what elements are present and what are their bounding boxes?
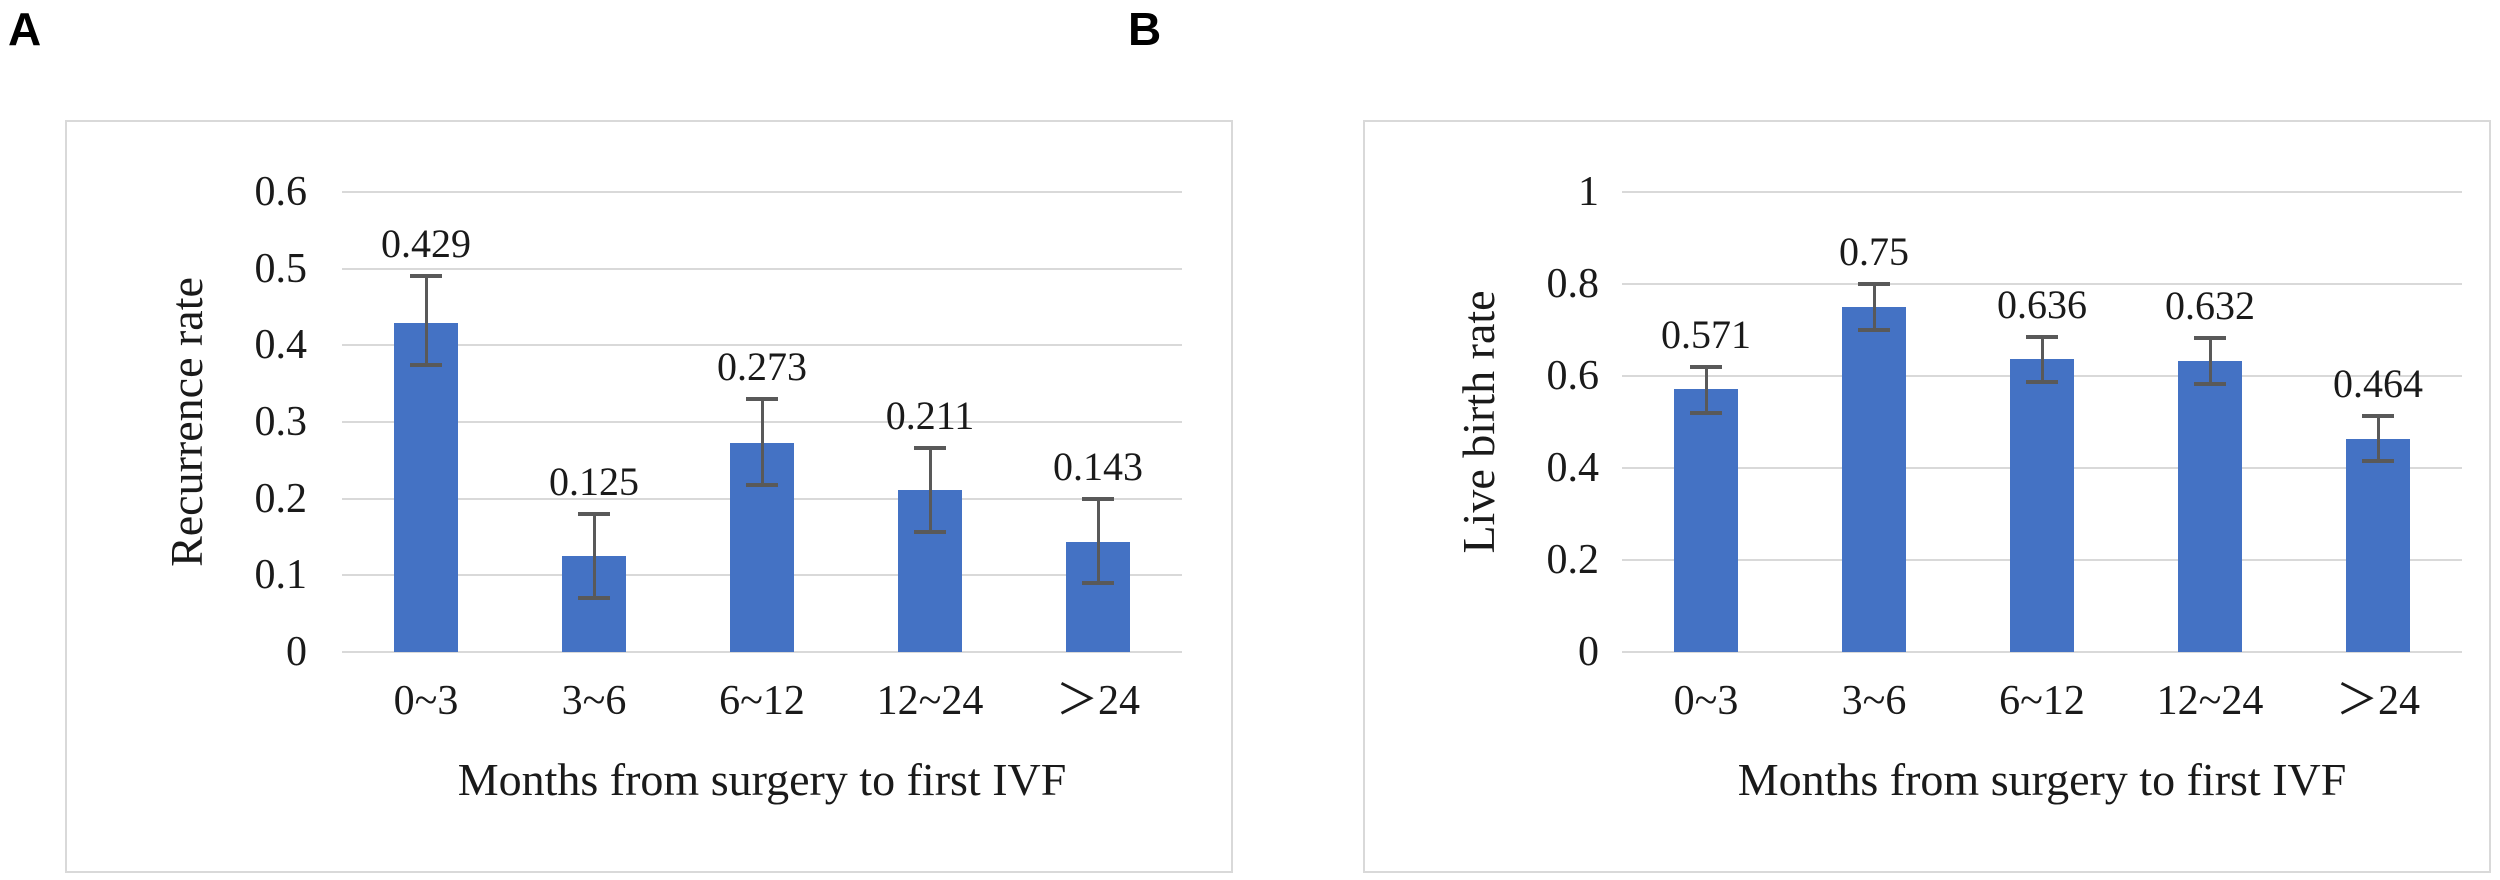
data-label-0.273: 0.273 bbox=[717, 344, 807, 389]
chart-live-birth-rate: 0 0.2 0.4 0.6 0.8 1 Live birth rate 0.571 0~3 0.7… bbox=[1363, 120, 2491, 873]
data-label-0.429: 0.429 bbox=[381, 221, 471, 267]
error-bar-cap-bottom bbox=[914, 530, 946, 535]
y-tick-label-0: 0 bbox=[286, 629, 307, 675]
error-bar-cap-bottom bbox=[746, 482, 778, 487]
gridline-y-0.6 bbox=[342, 191, 1182, 193]
x-tick-label-＞24: ＞24 bbox=[1055, 678, 1141, 724]
error-bar-line bbox=[760, 399, 764, 485]
y-tick-label-0.4: 0.4 bbox=[1546, 445, 1600, 491]
error-bar-line bbox=[2208, 338, 2212, 385]
bar-＞24 bbox=[2346, 438, 2410, 652]
gridline-y-0.8 bbox=[1622, 283, 2462, 285]
y-tick-label-0.8: 0.8 bbox=[1546, 261, 1600, 307]
x-tick-label-0~3: 0~3 bbox=[393, 678, 459, 724]
error-bar-cap-bottom bbox=[2362, 458, 2394, 463]
error-bar-cap-top bbox=[746, 397, 778, 401]
x-tick-label-3~6: 3~6 bbox=[561, 678, 627, 724]
error-bar-cap-bottom bbox=[2194, 382, 2226, 387]
y-tick-label-1: 1 bbox=[1578, 169, 1599, 215]
x-tick-label-0~3: 0~3 bbox=[1673, 678, 1739, 724]
error-bar-line bbox=[928, 448, 932, 533]
y-tick-label-0.5: 0.5 bbox=[254, 245, 308, 292]
x-tick-label-＞24: ＞24 bbox=[2335, 678, 2421, 724]
data-label-0.75: 0.75 bbox=[1839, 229, 1909, 274]
chart-recurrence-rate: 0 0.1 0.2 0.3 0.4 0.5 0.6 Recurrence rate 0.429 0… bbox=[65, 120, 1233, 873]
y-tick-label-0.4: 0.4 bbox=[254, 322, 308, 369]
error-bar-cap-top bbox=[2194, 336, 2226, 341]
error-bar-cap-top bbox=[1690, 364, 1722, 369]
panel-label-b: B bbox=[1128, 3, 1162, 55]
x-tick-label-3~6: 3~6 bbox=[1841, 678, 1907, 724]
error-bar-line bbox=[2376, 416, 2380, 461]
bar-6~12 bbox=[2010, 359, 2074, 652]
data-label-0.571: 0.571 bbox=[1661, 311, 1751, 357]
gridline-y-1 bbox=[1622, 191, 2462, 193]
data-label-0.632: 0.632 bbox=[2165, 283, 2255, 329]
error-bar-line bbox=[1704, 366, 1708, 413]
bar-3~6 bbox=[1842, 307, 1906, 652]
gridline-y-0 bbox=[1622, 651, 2462, 653]
y-tick-label-0: 0 bbox=[1578, 629, 1599, 675]
y-tick-label-0.1: 0.1 bbox=[254, 552, 308, 599]
error-bar-line bbox=[592, 514, 596, 599]
gridline-y-0 bbox=[342, 651, 1182, 653]
error-bar-cap-top bbox=[914, 446, 946, 451]
error-bar-line bbox=[424, 276, 428, 365]
gridline-y-0.5 bbox=[342, 267, 1182, 270]
y-tick-label-0.3: 0.3 bbox=[254, 399, 308, 445]
error-bar-cap-bottom bbox=[1690, 410, 1722, 415]
y-tick-label-0.2: 0.2 bbox=[254, 475, 308, 522]
x-tick-label-6~12: 6~12 bbox=[1999, 678, 2085, 724]
error-bar-cap-bottom bbox=[1082, 581, 1114, 585]
error-bar-cap-top bbox=[2026, 335, 2058, 340]
y-tick-label-0.2: 0.2 bbox=[1546, 537, 1600, 583]
data-label-0.211: 0.211 bbox=[885, 393, 975, 439]
error-bar-line bbox=[1872, 284, 1876, 330]
x-tick-label-12~24: 12~24 bbox=[2156, 678, 2264, 724]
bar-0~3 bbox=[1674, 389, 1738, 652]
error-bar-cap-bottom bbox=[410, 362, 442, 367]
y-axis-title: Recurrence rate bbox=[161, 277, 212, 567]
data-label-0.143: 0.143 bbox=[1053, 443, 1143, 489]
data-label-0.464: 0.464 bbox=[2333, 361, 2423, 407]
bar-12~24 bbox=[2178, 361, 2242, 652]
bar-0~3 bbox=[394, 323, 458, 652]
x-axis-title: Months from surgery to first IVF bbox=[1737, 754, 2347, 805]
x-tick-label-6~12: 6~12 bbox=[719, 678, 805, 724]
error-bar-line bbox=[1096, 498, 1100, 583]
error-bar-line bbox=[2040, 337, 2044, 382]
data-label-0.125: 0.125 bbox=[549, 459, 639, 504]
gridline-y-0.4 bbox=[342, 344, 1182, 347]
error-bar-cap-top bbox=[1858, 282, 1890, 286]
error-bar-cap-top bbox=[2362, 414, 2394, 419]
y-axis-title: Live birth rate bbox=[1453, 290, 1504, 554]
error-bar-cap-bottom bbox=[578, 596, 610, 601]
error-bar-cap-bottom bbox=[2026, 379, 2058, 384]
data-label-0.636: 0.636 bbox=[1997, 282, 2087, 328]
error-bar-cap-top bbox=[410, 274, 442, 279]
x-axis-title: Months from surgery to first IVF bbox=[457, 754, 1067, 805]
y-tick-label-0.6: 0.6 bbox=[254, 169, 308, 215]
error-bar-cap-top bbox=[1082, 496, 1114, 501]
error-bar-cap-top bbox=[578, 512, 610, 516]
error-bar-cap-bottom bbox=[1858, 328, 1890, 332]
y-tick-label-0.6: 0.6 bbox=[1546, 353, 1600, 399]
panel-label-a: A bbox=[8, 3, 42, 55]
x-tick-label-12~24: 12~24 bbox=[876, 678, 984, 724]
